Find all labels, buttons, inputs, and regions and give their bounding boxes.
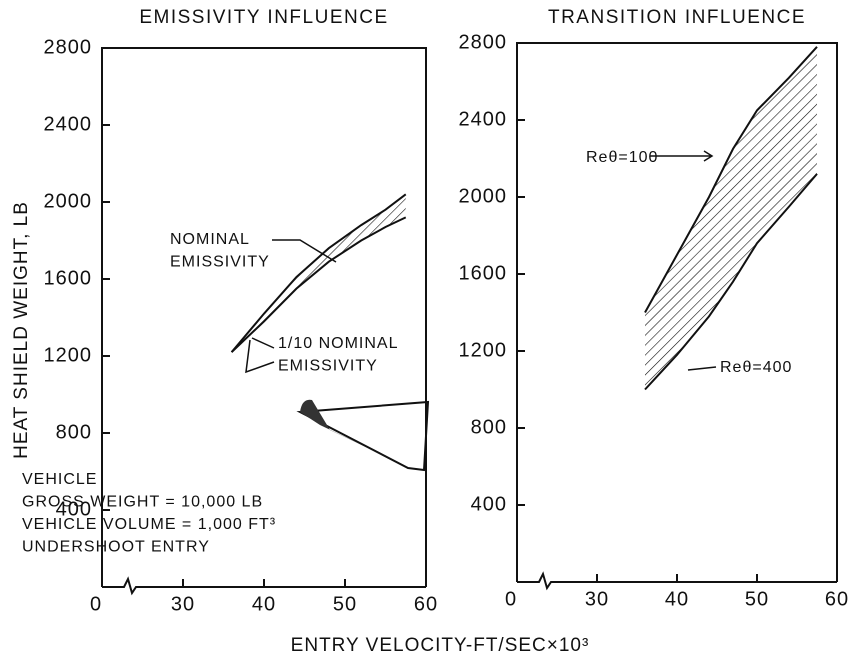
y-tick-label: 1200 [44,344,93,366]
x-tick-label: 60 [825,588,849,610]
y-axis-label: HEAT SHIELD WEIGHT, LB [11,201,32,459]
y-tick-label: 800 [471,416,507,438]
x-axis-label: ENTRY VELOCITY-FT/SEC×10³ [291,635,590,656]
annotation: Reθ=100 [586,149,658,166]
y-tick-label: 2000 [459,185,508,207]
x-tick-label: 0 [505,588,517,610]
x-tick-label: 30 [171,593,195,615]
y-tick-label: 1600 [44,267,93,289]
x-axis [102,576,426,596]
y-tick-label: 400 [56,498,92,520]
x-tick-label: 0 [90,593,102,615]
band-fill [231,194,406,353]
y-tick-label: 2800 [44,36,93,58]
annotation: NOMINAL [170,231,250,248]
y-tick-label: 2400 [459,108,508,130]
annotation: VEHICLE [22,471,97,488]
chart-title: TRANSITION INFLUENCE [548,7,806,28]
annotation-arrow [245,337,275,374]
band-upper [644,46,818,313]
x-tick-label: 40 [665,588,689,610]
scan-artifact [296,400,430,472]
annotation: 1/10 NOMINAL [278,335,398,352]
band-fill [645,46,817,390]
band-upper [230,193,407,353]
annotation: UNDERSHOOT ENTRY [22,539,210,556]
x-axis [517,571,837,591]
chart-title: EMISSIVITY INFLUENCE [139,7,388,28]
band-lower [644,173,818,391]
y-tick-label: 1200 [459,339,508,361]
band-lower [230,216,407,353]
annotation: Reθ=400 [720,359,792,376]
y-tick-label: 400 [471,493,507,515]
x-tick-label: 40 [252,593,276,615]
x-tick-label: 50 [333,593,357,615]
scan-artifact-fill [300,399,410,468]
y-tick-label: 2400 [44,113,93,135]
annotation: EMISSIVITY [170,254,270,271]
x-tick-label: 60 [414,593,438,615]
annotation: GROSS WEIGHT = 10,000 LB [22,494,263,511]
x-tick-label: 30 [585,588,609,610]
annotation-arrow [687,366,717,371]
annotation-arrow [272,239,337,263]
y-tick-label: 800 [56,421,92,443]
annotation-arrow [650,150,714,162]
annotation: EMISSIVITY [278,358,378,375]
y-tick-label: 1600 [459,262,508,284]
frame [516,42,838,582]
y-tick-label: 2800 [459,31,508,53]
y-tick-label: 2000 [44,190,93,212]
frame [101,47,427,587]
x-tick-label: 50 [745,588,769,610]
annotation: VEHICLE VOLUME = 1,000 FT³ [22,516,276,533]
